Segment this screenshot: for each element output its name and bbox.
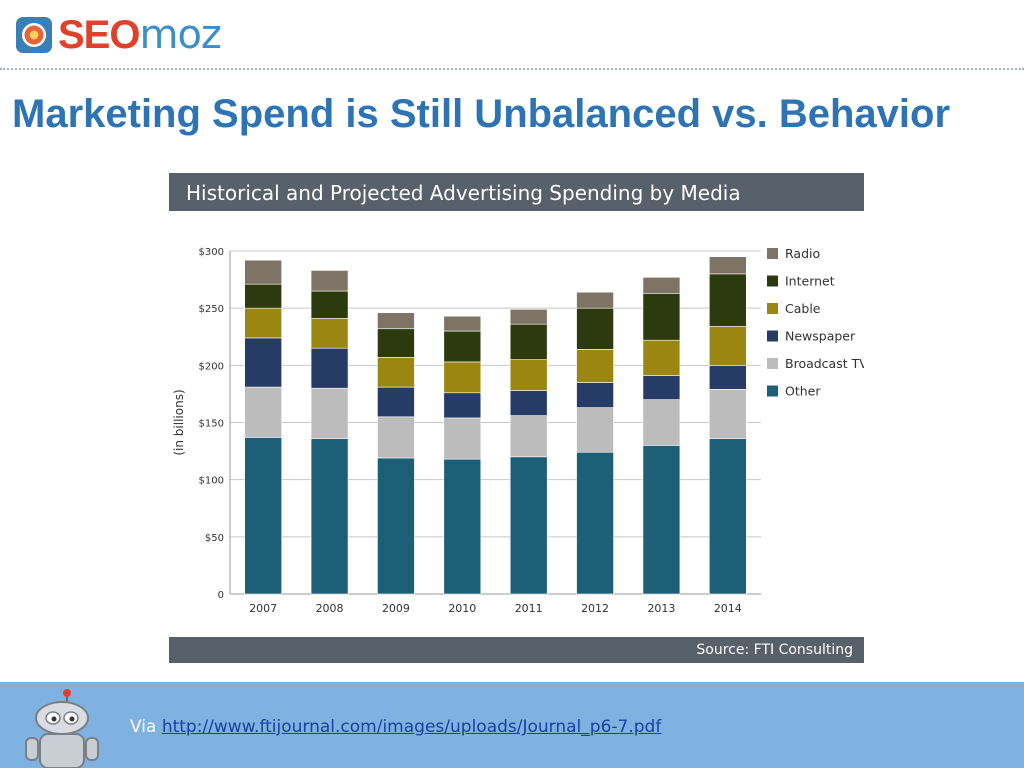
bar-segment-cable [509,359,548,391]
bar-segment-radio [509,309,548,325]
bar-segment-internet [709,273,747,327]
seomoz-logo[interactable]: SEO moz [16,12,222,58]
bar-segment-broadcast-tv [244,386,282,438]
bar-segment-radio [709,256,747,275]
legend-label: Radio [785,246,820,261]
bar-segment-other [443,458,482,595]
chart-source: Source: FTI Consulting [696,642,853,658]
slide-title: Marketing Spend is Still Unbalanced vs. … [12,92,951,136]
y-tick-label: $300 [199,247,224,258]
bar-segment-cable [709,326,747,366]
bar-segment-other [642,445,681,595]
y-tick-label: $150 [199,419,224,430]
bar-segment-cable [642,339,681,376]
via-label: Via [130,717,157,737]
bar-segment-newspaper [310,347,349,389]
bar-segment-newspaper [576,382,614,408]
x-tick-label: 2007 [249,602,277,615]
bar-segment-internet [443,330,482,363]
bar-segment-other [310,438,349,595]
legend-swatch [767,358,778,369]
bar-segment-other [509,456,548,595]
bar-segment-radio [310,270,349,292]
x-tick-label: 2011 [515,602,543,615]
bar-segment-other [244,437,282,595]
y-tick-label: $200 [199,361,224,372]
bar-segment-broadcast-tv [509,415,548,458]
bar-segment-internet [509,323,548,360]
bar-segment-newspaper [443,392,482,419]
bar-segment-newspaper [509,390,548,416]
legend-label: Broadcast TV [785,356,864,371]
bar-segment-broadcast-tv [642,399,681,446]
y-axis-label: (in billions) [172,389,186,455]
via-line: Via http://www.ftijournal.com/images/upl… [130,717,661,737]
y-tick-label: 0 [218,590,224,601]
bar-segment-radio [642,276,681,294]
seomoz-flower-icon [16,17,52,53]
header-divider [0,68,1024,70]
bar-segment-newspaper [244,337,282,388]
chart-figure: Historical and Projected Advertising Spe… [169,173,864,663]
x-tick-label: 2014 [714,602,742,615]
bar-segment-internet [576,307,614,350]
bar-segment-newspaper [377,386,415,418]
bar-segment-cable [310,318,349,349]
y-tick-label: $50 [205,533,224,544]
header: SEO moz [0,0,1024,70]
bar-segment-cable [576,349,614,383]
bar-segment-newspaper [642,375,681,400]
legend-label: Newspaper [785,329,856,344]
logo-text-moz: moz [139,12,221,58]
bar-segment-broadcast-tv [443,417,482,460]
bar-segment-internet [310,290,349,319]
legend-swatch [767,330,778,342]
legend-swatch [767,385,778,397]
bar-segment-newspaper [709,365,747,390]
bar-segment-radio [244,259,282,285]
bar-segment-internet [377,328,415,358]
y-tick-label: $250 [199,304,224,315]
y-tick-label: $100 [199,476,224,487]
bar-segment-other [377,457,415,595]
chart-title-bar: Historical and Projected Advertising Spe… [169,173,864,211]
bar-segment-internet [642,293,681,341]
legend-swatch [767,303,778,314]
x-tick-label: 2012 [581,602,609,615]
bar-segment-other [709,438,747,595]
bar-segment-other [576,451,614,595]
legend-label: Cable [785,301,821,316]
legend-swatch [767,248,778,259]
x-tick-label: 2009 [382,602,410,615]
source-bar: Source: FTI Consulting [169,637,864,663]
bar-segment-broadcast-tv [576,407,614,453]
bar-segment-broadcast-tv [709,389,747,439]
x-tick-label: 2010 [448,602,476,615]
bar-segment-radio [443,315,482,332]
bar-segment-cable [443,361,482,394]
stacked-bar-chart: 0 $50 $100 $150 $200 $250 $300 (in billions) 200… [172,246,864,615]
legend-label: Internet [785,274,835,289]
bar-segment-radio [377,312,415,330]
bar-segment-cable [244,307,282,339]
logo-text-seo: SEO [58,13,140,57]
bar-segment-broadcast-tv [377,416,415,459]
bar-segment-internet [244,283,282,309]
x-tick-label: 2008 [316,602,344,615]
footer: Via http://www.ftijournal.com/images/upl… [0,682,1024,768]
source-link[interactable]: http://www.ftijournal.com/images/uploads… [161,717,662,737]
chart-title: Historical and Projected Advertising Spe… [186,181,741,205]
x-tick-label: 2013 [647,602,675,615]
legend-swatch [767,275,778,287]
bar-segment-cable [377,357,415,388]
bar-segment-broadcast-tv [310,387,349,439]
roger-robot-icon [25,689,99,768]
legend-label: Other [785,384,821,399]
bar-segment-radio [576,291,614,309]
